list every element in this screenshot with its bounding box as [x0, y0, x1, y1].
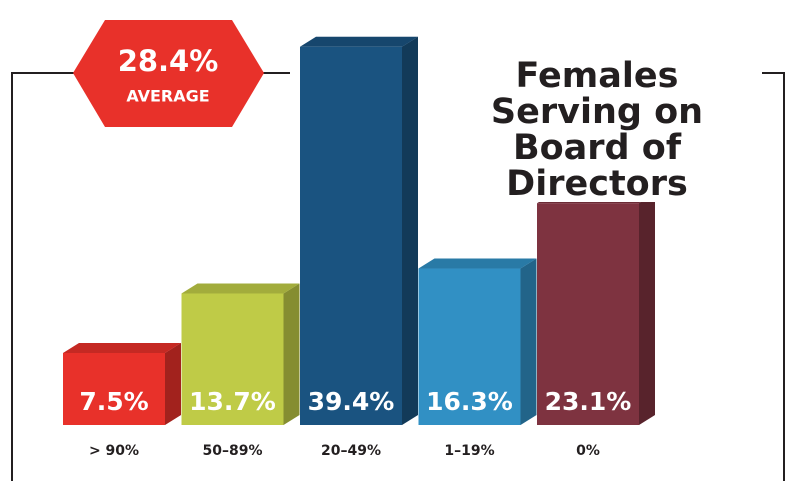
average-badge [73, 20, 264, 127]
bar-side [639, 193, 655, 425]
category-label: 0% [576, 443, 600, 459]
bar [418, 268, 521, 425]
bar-top-shade [418, 258, 537, 269]
category-label: 20–49% [321, 443, 381, 459]
average-label: AVERAGE [126, 87, 209, 106]
value-label: 13.7% [189, 387, 276, 416]
bar [537, 203, 639, 425]
bar-top [300, 36, 418, 47]
bar-top-shade [300, 36, 418, 47]
chart-title: Females Serving on Board of Directors [437, 58, 757, 202]
value-label: 16.3% [426, 387, 513, 416]
bar-side [165, 343, 181, 425]
frame-left [11, 72, 75, 481]
bar-side-shade [520, 258, 537, 425]
bar-top [181, 283, 300, 294]
bar-side [520, 258, 537, 425]
bar-side [402, 36, 418, 425]
bar-side-shade [639, 193, 655, 425]
category-label: 1–19% [444, 443, 494, 459]
bar-top [418, 258, 537, 269]
bar [300, 46, 402, 425]
bar-top-shade [181, 283, 300, 294]
value-label: 23.1% [545, 387, 632, 416]
bar-side-shade [165, 343, 181, 425]
value-label: 39.4% [308, 387, 395, 416]
bar-top [63, 343, 181, 353]
value-label: 7.5% [79, 387, 148, 416]
frame [11, 72, 785, 481]
bar-side-shade [283, 283, 300, 425]
bar-side [283, 283, 300, 425]
bar [63, 353, 165, 425]
average-value: 28.4% [118, 44, 219, 78]
bar-top-shade [63, 343, 181, 353]
bar-side-shade [402, 36, 418, 425]
category-label: > 90% [89, 443, 139, 459]
frame-right [762, 72, 785, 481]
bar [181, 293, 284, 425]
category-label: 50–89% [203, 443, 263, 459]
